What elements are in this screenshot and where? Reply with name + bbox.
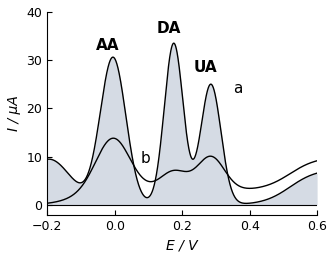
Text: AA: AA <box>96 38 120 53</box>
X-axis label: E / V: E / V <box>166 238 198 252</box>
Text: a: a <box>233 81 242 96</box>
Text: b: b <box>140 151 150 166</box>
Text: DA: DA <box>157 21 181 36</box>
Text: UA: UA <box>194 60 218 75</box>
Y-axis label: I / μA: I / μA <box>7 95 21 131</box>
